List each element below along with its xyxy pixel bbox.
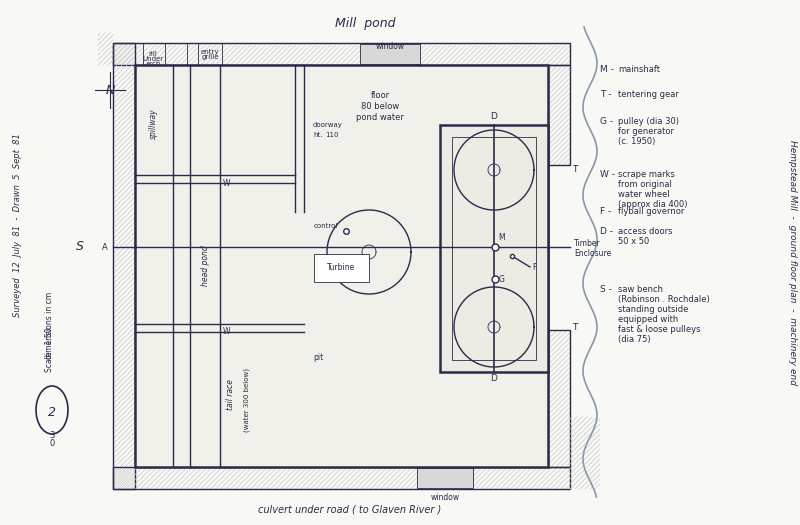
Text: D: D — [490, 112, 498, 121]
Text: water wheel: water wheel — [618, 190, 670, 199]
Text: T: T — [572, 322, 578, 331]
Text: dimensions in cm: dimensions in cm — [46, 291, 54, 359]
Text: head pond: head pond — [201, 246, 210, 286]
Text: W -: W - — [600, 170, 615, 179]
Bar — [440, 125, 548, 372]
Bar — [360, 44, 420, 64]
Text: flyball governor: flyball governor — [618, 207, 684, 216]
Text: entry: entry — [201, 49, 219, 55]
Text: Turbine: Turbine — [327, 264, 356, 272]
Text: W: W — [223, 178, 230, 187]
Text: pit: pit — [313, 352, 323, 362]
Text: pulley (dia 30): pulley (dia 30) — [618, 117, 679, 126]
Text: tentering gear: tentering gear — [618, 90, 679, 99]
Text: 110: 110 — [325, 132, 338, 138]
Text: G -: G - — [600, 117, 613, 126]
Text: W: W — [223, 328, 230, 337]
Text: (Robinson . Rochdale): (Robinson . Rochdale) — [618, 295, 710, 304]
Text: standing outside: standing outside — [618, 305, 688, 314]
Text: 80 below: 80 below — [361, 102, 399, 111]
Text: Scale   1:50: Scale 1:50 — [46, 328, 54, 372]
Text: fast & loose pulleys: fast & loose pulleys — [618, 325, 701, 334]
Text: Timber
Enclosure: Timber Enclosure — [574, 239, 611, 258]
Text: Hempstead Mill  -  ground floor plan  -  machinery end: Hempstead Mill - ground floor plan - mac… — [787, 140, 797, 384]
Text: control: control — [314, 223, 338, 229]
Text: A: A — [102, 243, 108, 251]
Text: 2: 2 — [48, 405, 56, 418]
Text: Mill  pond: Mill pond — [334, 17, 395, 30]
Bar — [548, 330, 570, 467]
Text: grille: grille — [202, 54, 218, 60]
Bar — [113, 467, 570, 489]
Text: T -: T - — [600, 90, 611, 99]
Text: window: window — [430, 493, 459, 502]
Bar — [452, 137, 536, 360]
Text: (c. 1950): (c. 1950) — [618, 137, 655, 146]
Text: M: M — [498, 233, 505, 242]
Text: M -: M - — [600, 65, 614, 74]
Text: window: window — [375, 42, 405, 51]
Text: arch: arch — [146, 61, 161, 67]
Bar — [314, 254, 369, 282]
Text: floor: floor — [370, 91, 390, 100]
Bar — [417, 468, 473, 488]
Text: mainshaft: mainshaft — [618, 65, 660, 74]
Text: S: S — [76, 240, 84, 254]
Text: spillway: spillway — [149, 109, 158, 139]
Text: 3: 3 — [50, 430, 54, 439]
Text: pond water: pond water — [356, 113, 404, 122]
Text: T: T — [572, 165, 578, 174]
Text: Surveyed  12  July  81  -  Drawn  5  Sept  81: Surveyed 12 July 81 - Drawn 5 Sept 81 — [14, 133, 22, 317]
Text: equipped with: equipped with — [618, 315, 678, 324]
Text: saw bench: saw bench — [618, 285, 663, 294]
Text: access doors: access doors — [618, 227, 673, 236]
Text: for generator: for generator — [618, 127, 674, 136]
Text: doorway: doorway — [313, 122, 343, 128]
Text: (dia 75): (dia 75) — [618, 335, 650, 344]
Bar — [135, 65, 548, 467]
Text: 50 x 50: 50 x 50 — [618, 237, 650, 246]
Text: tail race: tail race — [226, 379, 235, 410]
Text: F: F — [532, 262, 536, 271]
Bar — [113, 43, 135, 489]
Bar — [113, 43, 570, 65]
Bar — [548, 65, 570, 165]
Text: rill: rill — [149, 51, 158, 57]
Text: S -: S - — [600, 285, 612, 294]
Text: 0: 0 — [50, 438, 54, 447]
Text: G: G — [499, 275, 505, 284]
Text: from original: from original — [618, 180, 672, 189]
Text: Under: Under — [142, 56, 163, 62]
Text: F -: F - — [600, 207, 611, 216]
Text: N: N — [106, 83, 114, 97]
Text: (approx dia 400): (approx dia 400) — [618, 200, 687, 209]
Text: ht.: ht. — [313, 132, 322, 138]
Text: scrape marks: scrape marks — [618, 170, 675, 179]
Text: D -: D - — [600, 227, 613, 236]
Text: culvert under road ( to Glaven River ): culvert under road ( to Glaven River ) — [258, 504, 442, 514]
Text: (water 300 below): (water 300 below) — [243, 368, 250, 432]
Text: D: D — [490, 374, 498, 383]
